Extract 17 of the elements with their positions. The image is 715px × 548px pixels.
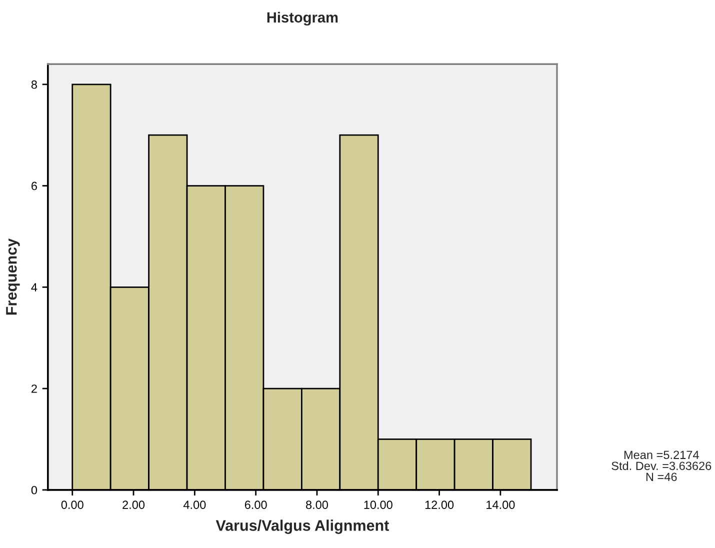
- y-tick-label: 2: [32, 384, 37, 393]
- x-tick-label: 6.00: [244, 500, 267, 509]
- x-tick-label: 0.00: [61, 500, 84, 509]
- x-tick-label: 4.00: [183, 500, 206, 509]
- y-tick-label: 4: [31, 283, 38, 292]
- y-axis-title: Frequency: [6, 238, 20, 315]
- x-tick-label: 10.00: [364, 500, 392, 509]
- x-tick-label: 12.00: [425, 500, 454, 509]
- x-tick-label: 8.00: [306, 500, 328, 509]
- x-axis-title: Varus/Valgus Alignment: [216, 520, 389, 534]
- x-tick-label: 2.00: [122, 500, 145, 509]
- text: Mean =5.2174 Std. Dev. =3.63626 N =46: [612, 450, 712, 482]
- y-tick-label: 0: [31, 486, 38, 494]
- chart-title: Histogram: [267, 12, 338, 26]
- y-tick-label: 8: [31, 80, 37, 89]
- x-tick-label: 14.00: [486, 500, 515, 509]
- y-tick-label: 6: [32, 182, 37, 190]
